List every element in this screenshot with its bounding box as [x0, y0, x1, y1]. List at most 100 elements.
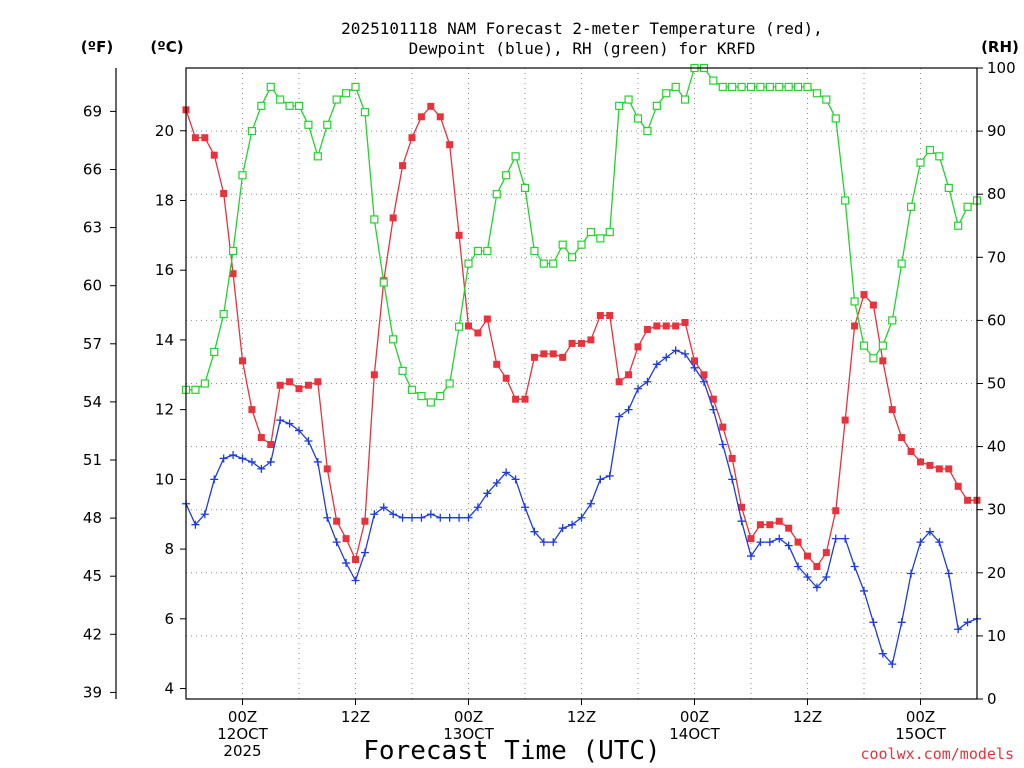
rh-series [181, 63, 982, 407]
rh-point [775, 82, 784, 92]
rh-point [332, 95, 341, 104]
rh-point [878, 341, 887, 350]
rh-point [925, 145, 935, 155]
dewpoint-point [643, 377, 652, 386]
fahrenheit-tick-label: 51 [83, 451, 102, 469]
temperature-point [935, 465, 943, 473]
dewpoint-point [200, 510, 209, 519]
dewpoint-point [794, 562, 803, 571]
x-tick-label: 00Z [906, 708, 935, 726]
dewpoint-point [539, 538, 548, 547]
rh-point [370, 215, 379, 224]
rh-tick-label: 10 [987, 627, 1006, 645]
temperature-point [267, 441, 275, 449]
fahrenheit-tick-label: 39 [83, 683, 102, 701]
fahrenheit-tick-label: 63 [83, 219, 102, 237]
temperature-point [653, 322, 661, 330]
rh-point [652, 101, 661, 110]
rh-point [426, 398, 435, 407]
dewpoint-point [521, 503, 529, 512]
dewpoint-point [483, 489, 492, 498]
fahrenheit-unit-label: (ºF) [81, 38, 113, 56]
rh-point [445, 379, 454, 388]
rh-point [464, 259, 473, 268]
rh-point [454, 322, 464, 331]
dewpoint-point [662, 353, 671, 362]
dewpoint-point [266, 457, 275, 466]
dewpoint-point [342, 559, 351, 568]
dewpoint-point [323, 513, 332, 522]
temperature-point [841, 416, 849, 424]
x-tick-label: 00Z [680, 708, 709, 726]
rh-point [520, 183, 530, 192]
rh-point [492, 190, 501, 199]
dewpoint-point [295, 426, 303, 435]
plot-frame [185, 67, 978, 700]
rh-point [379, 278, 388, 287]
temperature-point [502, 374, 510, 382]
rh-point [633, 114, 643, 123]
dewpoint-point [276, 416, 285, 425]
dewpoint-point [963, 618, 972, 627]
temperature-point [578, 339, 585, 347]
dewpoint-point [398, 513, 407, 522]
dewpoint-point [624, 405, 633, 414]
temperature-point [201, 134, 209, 142]
temperature-point [352, 556, 359, 564]
temperature-point [276, 381, 284, 389]
dewpoint-point [313, 457, 322, 466]
rh-point [200, 379, 209, 388]
rh-point [577, 240, 586, 249]
dewpoint-point [709, 405, 718, 414]
x-tick-label: 12Z [341, 708, 370, 726]
x-tick-label: 14OCT [669, 725, 720, 743]
dewpoint-point [888, 660, 897, 669]
temperature-point [436, 113, 444, 121]
temperature-point [248, 406, 256, 414]
rh-point [191, 385, 200, 394]
dewpoint-point [690, 363, 699, 372]
dewpoint-point [878, 649, 887, 658]
rh-point [662, 89, 671, 98]
dewpoint-point [549, 538, 558, 547]
dewpoint-point [822, 572, 831, 581]
dewpoint-point [257, 464, 266, 473]
dewpoint-point [455, 513, 464, 522]
temperature-point [333, 517, 341, 525]
dewpoint-point [747, 552, 755, 561]
rh-point [238, 171, 247, 180]
temperature-point [728, 454, 736, 462]
dewpoint-point [803, 572, 812, 581]
temperature-point [596, 312, 604, 320]
rh-point [850, 297, 859, 306]
rh-point [822, 95, 831, 104]
dewpoint-point [850, 562, 859, 571]
x-tick-label: 00Z [228, 708, 257, 726]
dewpoint-point [445, 513, 454, 522]
temperature-point [417, 113, 425, 121]
fahrenheit-tick-label: 54 [83, 393, 102, 411]
rh-point [935, 152, 944, 161]
dewpoint-point [417, 513, 426, 522]
dewpoint-point [332, 538, 341, 547]
temperature-point [210, 151, 218, 159]
dewpoint-point [379, 503, 388, 512]
rh-tick-label: 80 [987, 185, 1006, 203]
temperature-point [738, 503, 746, 511]
temperature-point [304, 381, 312, 389]
rh-point [436, 392, 445, 401]
dewpoint-point [436, 513, 445, 522]
temperature-point [521, 395, 529, 403]
dewpoint-point [775, 534, 784, 543]
rh-point [718, 82, 727, 92]
temperature-point [615, 378, 623, 386]
temperature-point [766, 521, 774, 529]
dewpoint-point [699, 377, 708, 386]
rh-point [304, 120, 313, 129]
dewpoint-point [596, 475, 605, 484]
temperature-point [530, 353, 538, 361]
temperature-point [625, 371, 633, 379]
dewpoint-point [285, 419, 294, 428]
dewpoint-point [916, 538, 925, 547]
dewpoint-point [954, 625, 963, 634]
